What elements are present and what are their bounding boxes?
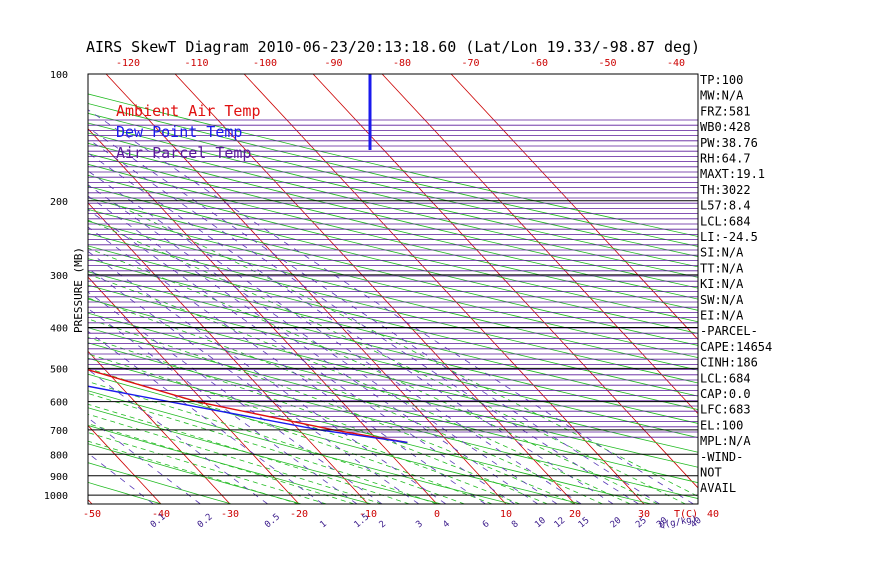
bottom-temp-tick-label: 20 (569, 509, 581, 520)
stability-index: MPL:N/A (700, 434, 751, 448)
mixing-ratio-tick-label: 8 (510, 519, 521, 530)
stability-index: -PARCEL- (700, 324, 758, 338)
stability-index: CAPE:14654 (700, 340, 772, 354)
pressure-tick-label: 400 (50, 324, 68, 335)
moist-adiabat (0, 201, 299, 504)
stability-index: AVAIL (700, 481, 736, 495)
stability-index: LFC:683 (700, 403, 751, 417)
top-temp-tick-label: -60 (530, 58, 548, 69)
isotherm-line (244, 74, 644, 504)
legend-entry: Ambient Air Temp (116, 102, 261, 120)
legend-entry: Air Parcel Temp (116, 144, 251, 162)
mixing-ratio-line (0, 74, 613, 504)
moist-adiabat (109, 201, 713, 504)
mixing-ratio-tick-label: 12 (553, 516, 568, 531)
legend-entry: Dew Point Temp (116, 123, 242, 141)
stability-index: EI:N/A (700, 309, 744, 323)
pressure-tick-label: 900 (50, 472, 68, 483)
mixing-ratio-tick-label: 6 (481, 519, 492, 530)
stability-index: RH:64.7 (700, 152, 751, 166)
mixing-ratio-tick-label: 20 (609, 516, 624, 531)
top-temp-tick-label: -100 (253, 58, 277, 69)
top-temp-tick-label: -70 (461, 58, 479, 69)
top-temp-tick-label: -120 (116, 58, 140, 69)
stability-index: WB0:428 (700, 120, 751, 134)
pressure-tick-label: 500 (50, 364, 68, 375)
stability-index: TP:100 (700, 73, 743, 87)
stability-index: SI:N/A (700, 246, 744, 260)
top-temp-tick-label: -80 (393, 58, 411, 69)
pressure-tick-label: 100 (50, 70, 68, 81)
bottom-temp-tick-label: -30 (221, 509, 239, 520)
mixing-ratio-unit: Q(g/kg) (659, 515, 698, 531)
y-axis-label: PRESSURE (MB) (72, 247, 85, 333)
stability-index: CAP:0.0 (700, 387, 751, 401)
stability-index: PW:38.76 (700, 136, 758, 150)
mixing-ratio-tick-label: 2 (378, 519, 389, 530)
mixing-ratio-tick-label: 4 (441, 519, 452, 530)
pressure-tick-label: 700 (50, 426, 68, 437)
bottom-temp-tick-label: -50 (83, 509, 101, 520)
top-temp-tick-label: -50 (598, 58, 616, 69)
stability-index: KI:N/A (700, 277, 744, 291)
mixing-ratio-tick-label: 0.5 (263, 512, 282, 530)
pressure-tick-label: 1000 (44, 491, 68, 502)
pressure-tick-label: 200 (50, 197, 68, 208)
top-temp-tick-label: -110 (184, 58, 208, 69)
stability-index: EL:100 (700, 418, 743, 432)
moist-adiabat (0, 201, 658, 504)
bottom-temp-tick-label: -20 (290, 509, 308, 520)
stability-index: NOT (700, 466, 722, 480)
stability-index: LCL:684 (700, 214, 751, 228)
stability-index: TT:N/A (700, 261, 744, 275)
stability-index: -WIND- (700, 450, 743, 464)
stability-index: MAXT:19.1 (700, 167, 765, 181)
pressure-tick-label: 300 (50, 271, 68, 282)
mixing-ratio-line (0, 74, 639, 504)
stability-index: FRZ:581 (700, 104, 751, 118)
pressure-tick-label: 800 (50, 450, 68, 461)
stability-index: LI:-24.5 (700, 230, 758, 244)
chart-title: AIRS SkewT Diagram 2010-06-23/20:13:18.6… (86, 38, 700, 56)
pressure-tick-label: 600 (50, 398, 68, 409)
mixing-ratio-tick-label: 0.2 (196, 512, 215, 530)
stability-index: MW:N/A (700, 89, 744, 103)
top-temp-tick-label: -40 (667, 58, 685, 69)
stability-index: L57:8.4 (700, 199, 751, 213)
bottom-temp-tick-label: 10 (500, 509, 512, 520)
isotherm-line (0, 74, 23, 504)
mixing-ratio-tick-label: 1 (318, 519, 329, 530)
mixing-ratio-tick-label: 10 (533, 516, 548, 531)
stability-index: LCL:684 (700, 371, 751, 385)
top-temp-tick-label: -90 (324, 58, 342, 69)
stability-index: CINH:186 (700, 356, 758, 370)
bottom-temp-tick-label: 40 (707, 509, 719, 520)
stability-index: TH:3022 (700, 183, 751, 197)
mixing-ratio-tick-label: 3 (414, 519, 425, 530)
stability-index: SW:N/A (700, 293, 744, 307)
bottom-temp-tick-label: 0 (434, 509, 440, 520)
